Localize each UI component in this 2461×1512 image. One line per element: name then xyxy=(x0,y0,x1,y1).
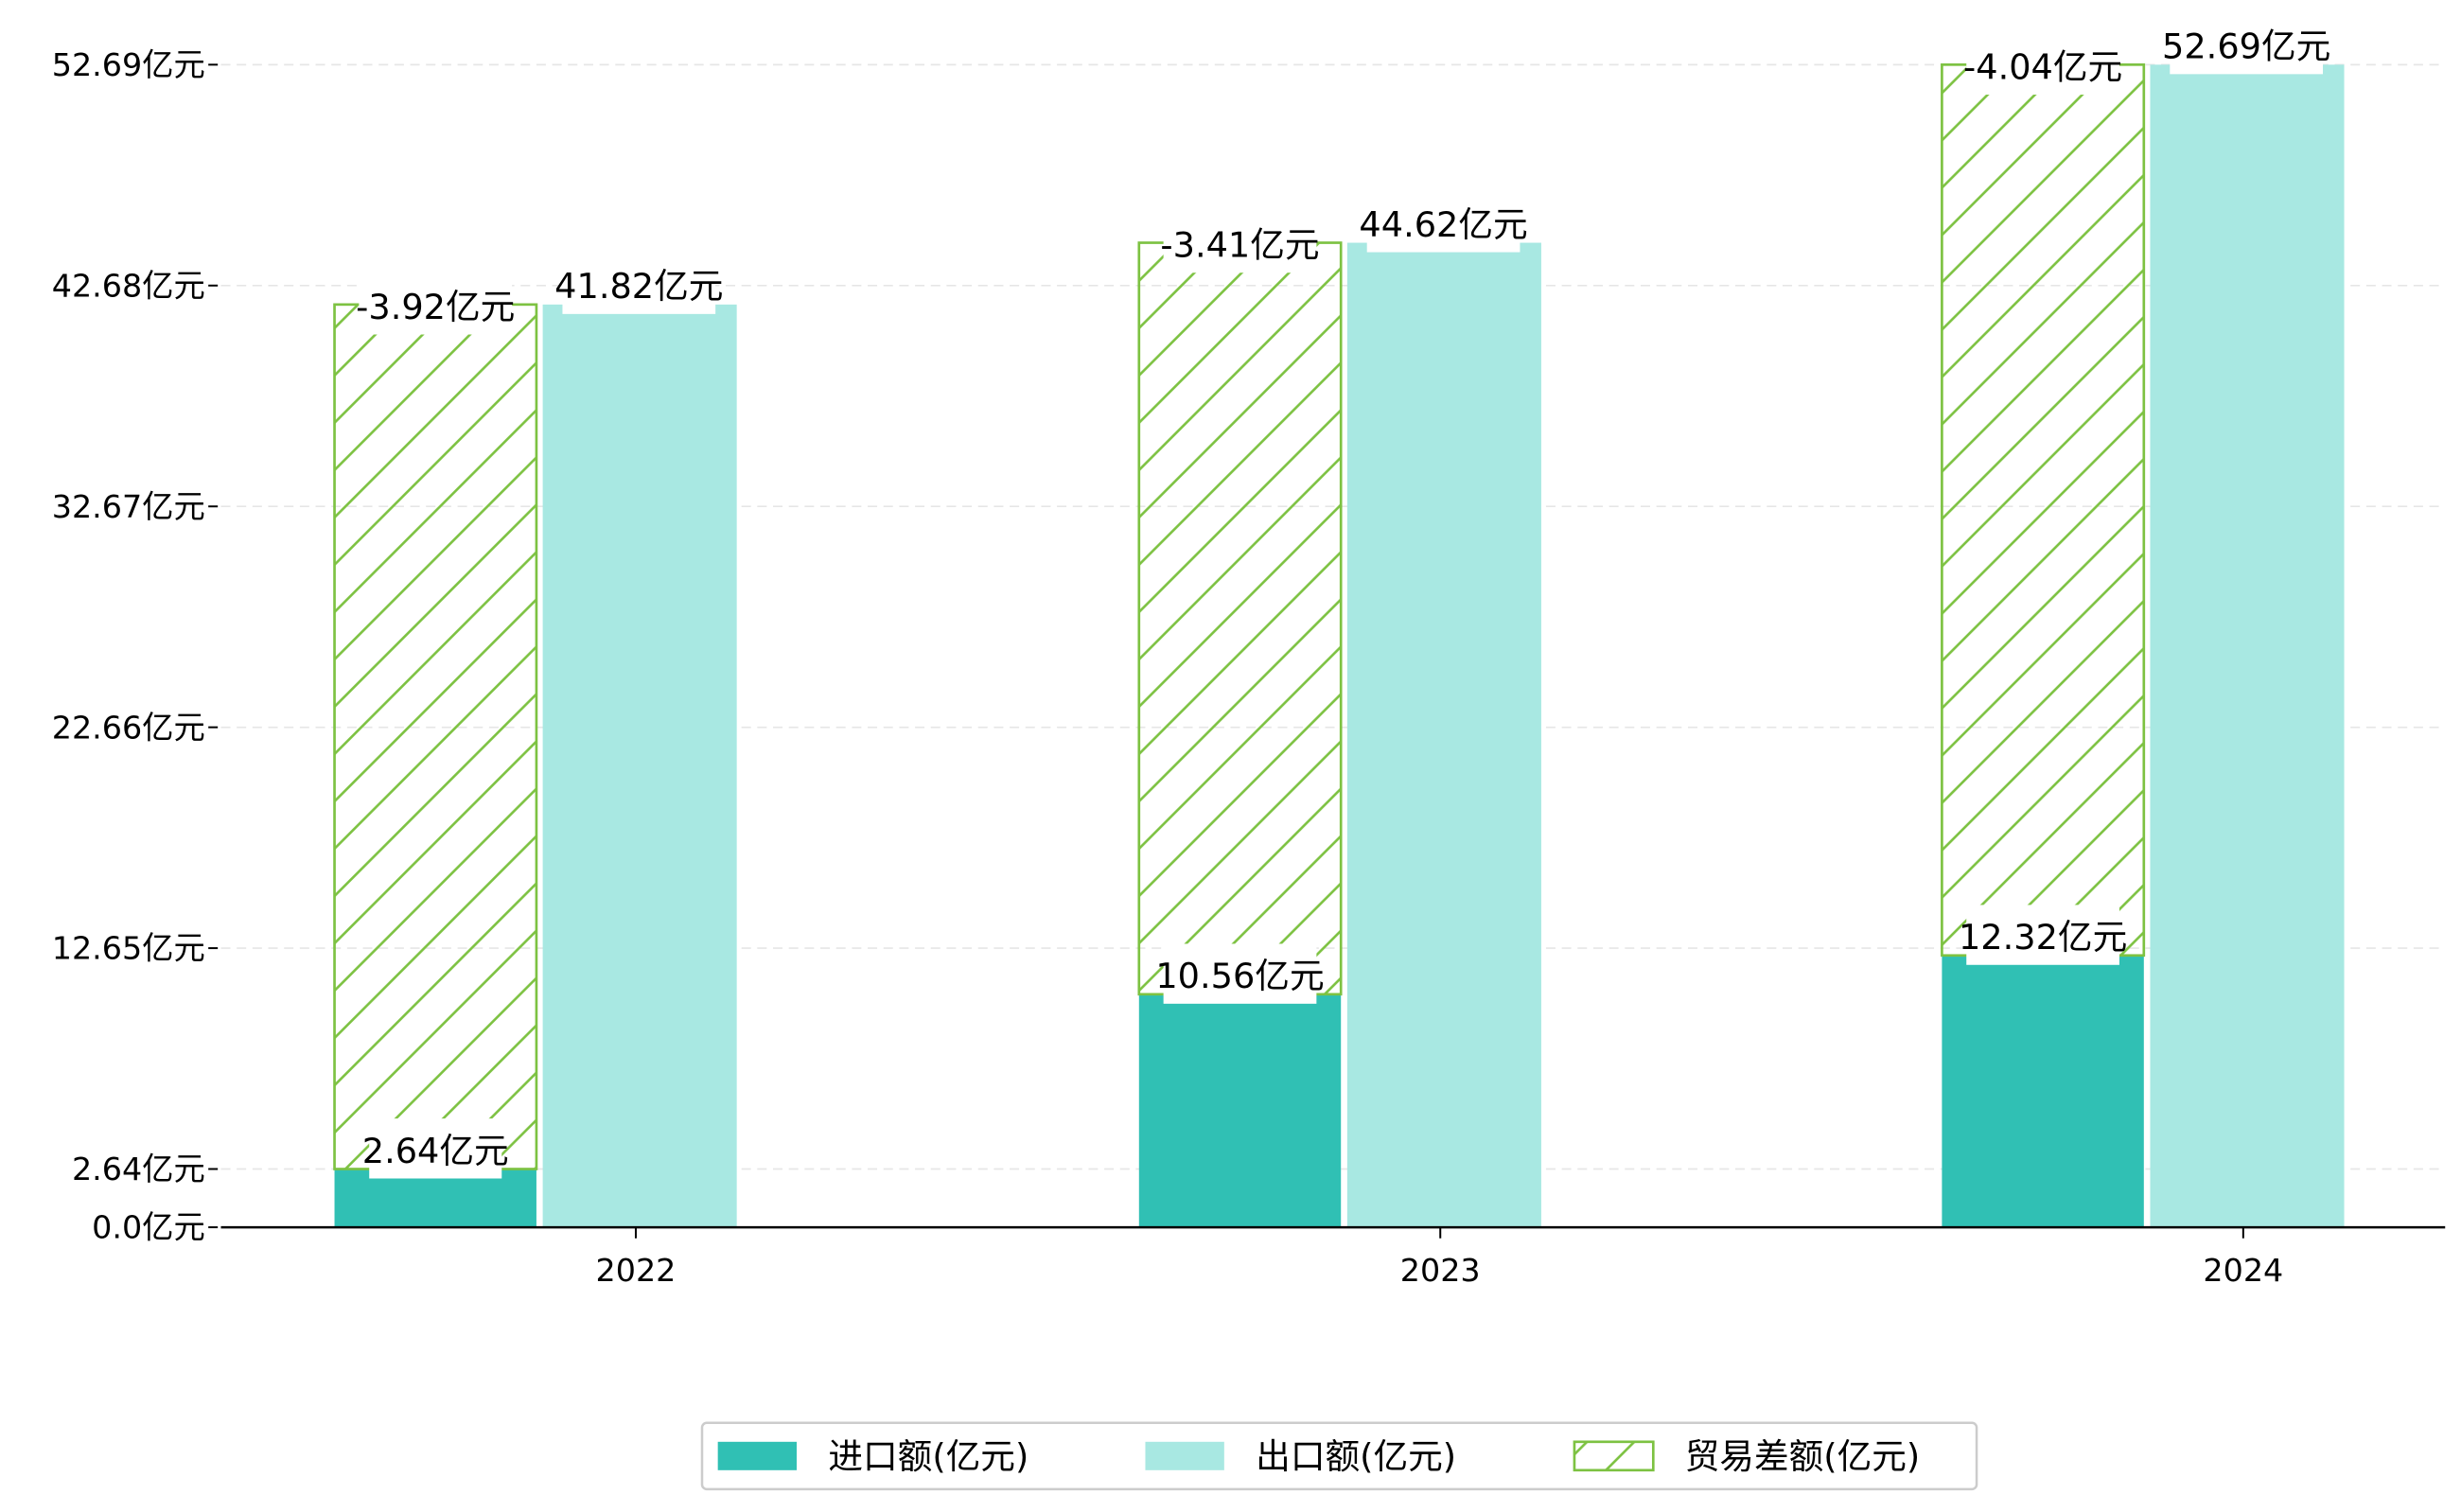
trade-balance-label-bg xyxy=(1966,34,2119,96)
trade-balance-label-bg xyxy=(1163,212,1317,273)
y-tick-label: 22.66亿元 xyxy=(52,709,205,746)
x-tick-label: 2023 xyxy=(1400,1252,1481,1289)
import-label-bg xyxy=(1163,943,1317,1004)
legend-swatch xyxy=(1145,1441,1224,1470)
legend: 进口额(亿元) 出口额(亿元) 贸易差额(亿元) xyxy=(700,1421,1978,1491)
trade-balance-bar xyxy=(1941,63,2146,958)
export-label: 52.69亿元 xyxy=(2162,26,2330,67)
trade-balance-bar xyxy=(1137,241,1343,996)
x-tick-label: 2024 xyxy=(2203,1252,2283,1289)
export-label-bg xyxy=(1366,192,1521,253)
export-bar xyxy=(542,304,737,1228)
import-bar xyxy=(1942,955,2144,1228)
import-bar xyxy=(334,1169,536,1228)
legend-item: 进口额(亿元) xyxy=(717,1436,1028,1477)
trade-balance-label: -3.92亿元 xyxy=(356,287,515,327)
trade-balance-label: -4.04亿元 xyxy=(1963,46,2122,87)
bars xyxy=(333,63,2345,1228)
import-label: 2.64亿元 xyxy=(362,1131,509,1171)
y-tick-label: 42.68亿元 xyxy=(52,267,205,304)
y-tick-label: 2.64亿元 xyxy=(72,1151,205,1187)
trade-balance-label: -3.41亿元 xyxy=(1160,225,1319,266)
legend-label: 出口额(亿元) xyxy=(1256,1436,1456,1477)
y-tick-label: 32.67亿元 xyxy=(52,488,205,525)
import-label: 12.32亿元 xyxy=(1959,917,2127,958)
y-tick-label: 0.0亿元 xyxy=(92,1209,205,1246)
legend-swatch xyxy=(717,1441,798,1470)
import-label-bg xyxy=(1966,905,2119,965)
legend-swatch-hatched xyxy=(1573,1440,1655,1472)
axes: 0.0亿元 2.64亿元 12.65亿元 22.66亿元 32.67亿元 42.68亿元 5… xyxy=(52,46,2446,1289)
x-tick-label: 2022 xyxy=(596,1252,677,1289)
legend-label: 贸易差额(亿元) xyxy=(1685,1436,1921,1477)
export-label: 44.62亿元 xyxy=(1359,204,1527,245)
import-bar xyxy=(1138,993,1342,1228)
trade-balance-bar xyxy=(333,303,538,1170)
legend-item: 出口额(亿元) xyxy=(1145,1436,1456,1477)
legend-label: 进口额(亿元) xyxy=(828,1436,1028,1477)
data-labels: 2.64亿元 -3.92亿元 41.82亿元 10.56亿元 -3.41亿元 44.62亿… xyxy=(356,14,2330,1179)
trade-balance-label-bg xyxy=(359,274,513,335)
import-label: 10.56亿元 xyxy=(1155,956,1324,996)
export-label-bg xyxy=(562,254,716,314)
y-tick-label: 52.69亿元 xyxy=(52,46,205,83)
export-bar xyxy=(2150,64,2345,1228)
legend-box xyxy=(700,1421,1978,1491)
export-label: 41.82亿元 xyxy=(554,266,723,307)
legend-item: 贸易差额(亿元) xyxy=(1573,1436,1921,1477)
import-label-bg xyxy=(369,1118,502,1179)
y-tick-label: 12.65亿元 xyxy=(52,930,205,967)
export-bar xyxy=(1346,242,1541,1228)
export-label-bg xyxy=(2170,14,2324,75)
